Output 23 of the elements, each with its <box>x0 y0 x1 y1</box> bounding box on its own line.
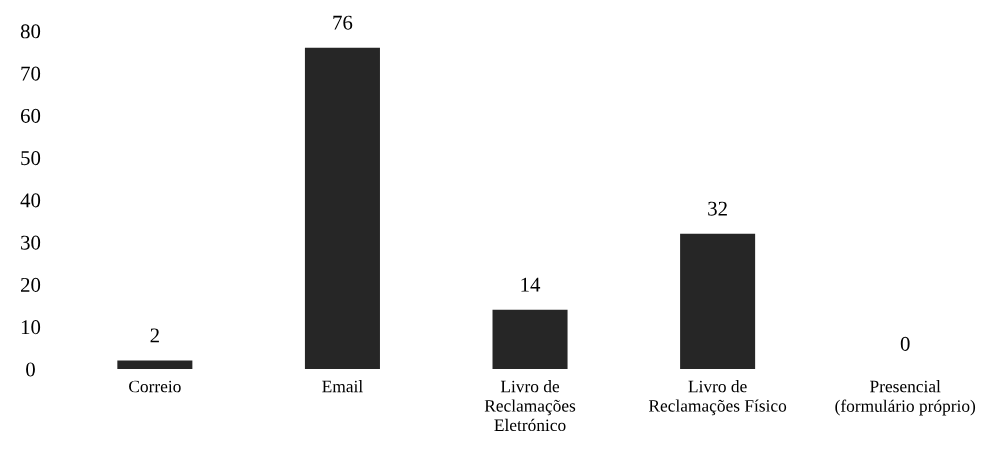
data-label: 2 <box>150 328 159 343</box>
y-tick-label: 20 <box>21 277 41 292</box>
y-tick-label: 80 <box>20 24 41 39</box>
data-label: 0 <box>900 336 910 351</box>
x-tick-label: Correio <box>129 380 181 393</box>
y-tick-label: 0 <box>26 362 35 377</box>
y-tick-label: 30 <box>21 235 41 250</box>
bar <box>117 360 193 369</box>
y-tick-label: 70 <box>21 66 41 81</box>
y-tick-label: 40 <box>20 193 41 208</box>
data-label: 14 <box>521 277 541 292</box>
data-label: 76 <box>333 15 353 30</box>
x-tick-label: Presencial (formulário próprio) <box>835 380 976 416</box>
data-label: 32 <box>708 201 727 216</box>
y-tick-label: 10 <box>21 320 41 335</box>
x-tick-label: Livro de Reclamações Físico <box>648 380 787 416</box>
bar <box>304 47 380 369</box>
y-tick-label: 50 <box>21 151 41 166</box>
bar <box>492 309 568 369</box>
x-tick-label: Livro de Reclamações Eletrónico <box>484 380 576 432</box>
x-tick-label: Email <box>322 380 363 393</box>
bar <box>680 233 756 369</box>
y-tick-label: 60 <box>20 108 41 123</box>
